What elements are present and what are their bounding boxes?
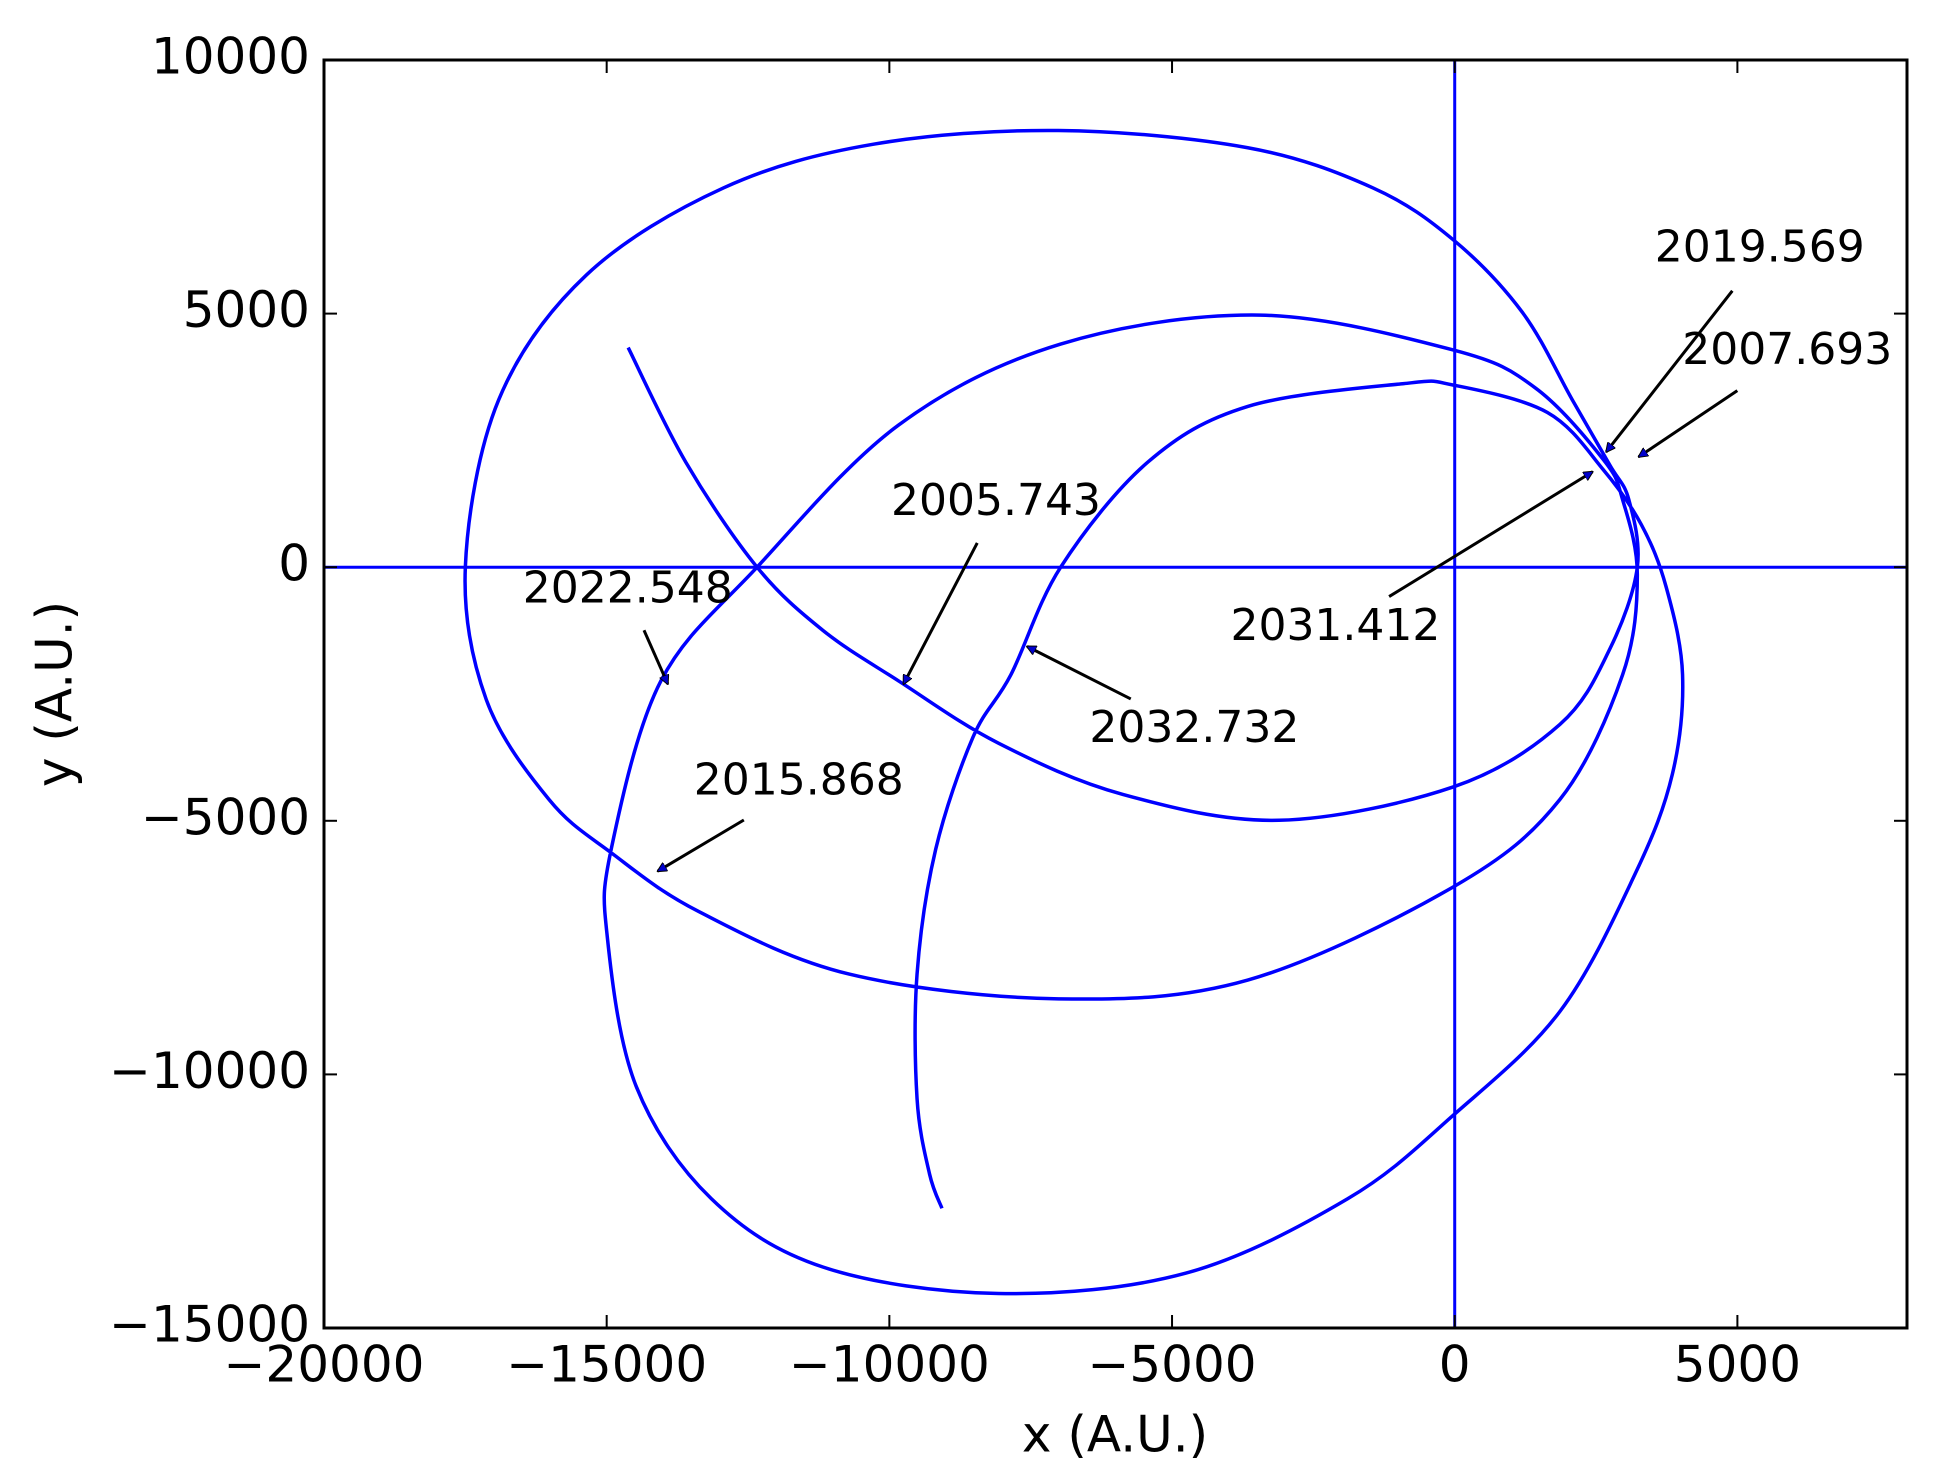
- y-tick-label: −10000: [109, 1042, 310, 1100]
- y-tick-label: −15000: [109, 1296, 310, 1354]
- x-tick-label: −20000: [224, 1336, 425, 1394]
- annotation-arrow: [1639, 389, 1739, 459]
- x-tick-label: 5000: [1674, 1336, 1801, 1394]
- annotation: 2015.868: [694, 755, 904, 806]
- annotation: 2032.732: [1089, 702, 1299, 753]
- annotation-arrow: [1606, 289, 1734, 452]
- x-axis-label: x (A.U.): [1022, 1406, 1208, 1464]
- annotation: 2019.569: [1655, 222, 1865, 273]
- x-tick-label: −5000: [1087, 1336, 1256, 1394]
- annotation-arrow: [642, 629, 668, 684]
- annotation-arrow: [1027, 645, 1132, 701]
- annotation-arrow: [902, 542, 979, 684]
- orbit-line: [463, 128, 1685, 1296]
- y-tick-label: 10000: [151, 28, 310, 86]
- annotation: 2005.743: [891, 475, 1101, 526]
- annotation: 2031.412: [1230, 600, 1440, 651]
- y-tick-label: 5000: [183, 281, 310, 339]
- annotation-arrow: [658, 818, 745, 873]
- plot-frame: [322, 58, 1909, 1330]
- y-axis-label: y (A.U.): [26, 601, 84, 787]
- annotation-arrow: [1388, 470, 1592, 598]
- y-tick-label: 0: [278, 535, 310, 593]
- annotation: 2022.548: [523, 562, 733, 613]
- x-tick-label: −15000: [506, 1336, 707, 1394]
- y-tick-label: −5000: [141, 788, 310, 846]
- annotation: 2007.693: [1682, 324, 1892, 375]
- x-tick-label: 0: [1439, 1336, 1471, 1394]
- x-tick-label: −10000: [789, 1336, 990, 1394]
